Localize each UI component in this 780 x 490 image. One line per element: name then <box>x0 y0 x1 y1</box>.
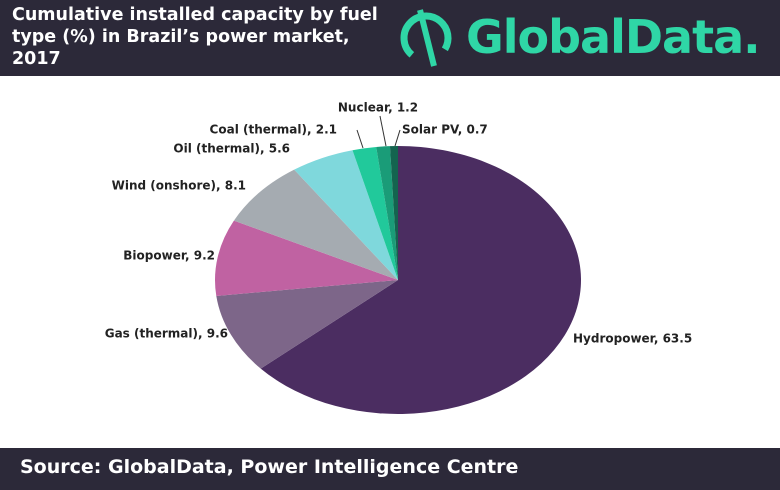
data-label: Hydropower, 63.5 <box>573 332 692 346</box>
pie-slice <box>389 146 398 280</box>
data-label: Coal (thermal), 2.1 <box>210 123 337 137</box>
chart: Hydropower, 63.5 Gas (thermal), 9.6 Biopow… <box>105 101 692 414</box>
pie-slice <box>260 146 581 414</box>
pie-slice <box>233 169 398 280</box>
leader-line <box>394 129 401 147</box>
data-label: Gas (thermal), 9.6 <box>105 327 228 341</box>
logo: GlobalData. <box>466 10 761 64</box>
pie-slice <box>294 150 398 280</box>
leader-line <box>379 115 387 147</box>
pie-slice <box>376 146 398 280</box>
pie-slice <box>216 280 398 369</box>
data-label: Wind (onshore), 8.1 <box>112 179 246 193</box>
data-label: Oil (thermal), 5.6 <box>173 142 290 156</box>
pie-slice <box>215 220 398 296</box>
footer: Source: GlobalData, Power Intelligence C… <box>0 448 780 490</box>
chart-title: Cumulative installed capacity by fuel ty… <box>12 5 378 69</box>
header: Cumulative installed capacity by fuel ty… <box>0 0 780 76</box>
data-label: Biopower, 9.2 <box>123 249 215 263</box>
source: Source: GlobalData, Power Intelligence C… <box>20 456 519 478</box>
logo-icon <box>400 9 452 67</box>
leader-line <box>356 129 364 149</box>
data-label: Solar PV, 0.7 <box>402 123 488 137</box>
data-label: Nuclear, 1.2 <box>338 101 418 115</box>
pie-slice <box>352 146 398 280</box>
